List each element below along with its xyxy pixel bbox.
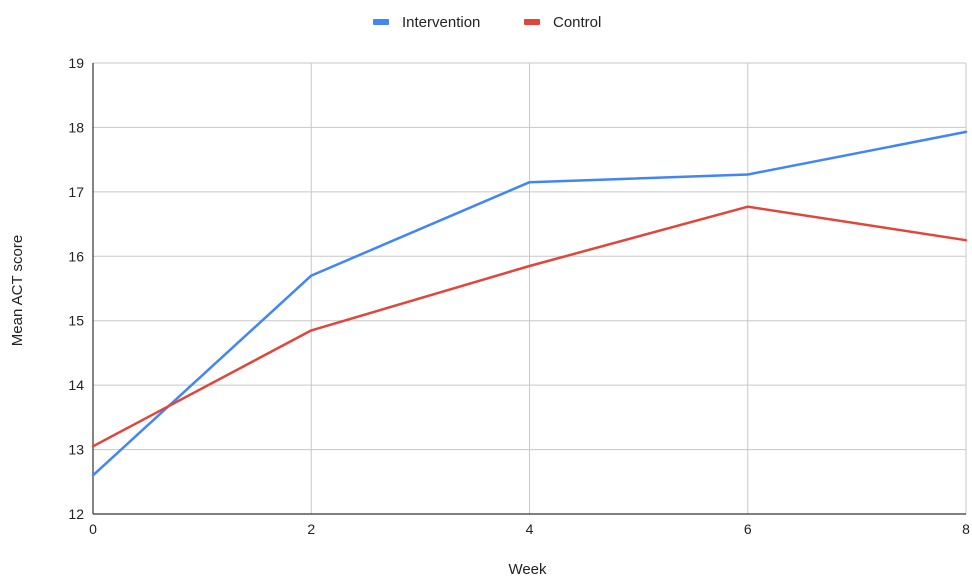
y-tick-label: 13: [68, 442, 84, 458]
y-tick-label: 15: [68, 313, 84, 329]
series-line-control: [91, 205, 968, 448]
y-tick-label: 19: [68, 55, 84, 71]
x-tick-label: 4: [526, 521, 534, 537]
y-axis-title: Mean ACT score: [9, 235, 26, 346]
x-tick-label: 8: [962, 521, 970, 537]
y-tick-label: 18: [68, 119, 84, 135]
y-tick-label: 12: [68, 506, 84, 522]
x-axis-title: Week: [508, 561, 547, 578]
x-gridlines: [310, 63, 967, 514]
series-lines: [91, 130, 968, 477]
x-tick-label: 0: [89, 521, 97, 537]
legend-label: Intervention: [402, 14, 480, 31]
y-tick-label: 17: [68, 184, 84, 200]
legend-swatch: [373, 19, 389, 25]
x-tick-labels: 0 2 4 6 8: [89, 521, 970, 537]
legend: Intervention Control: [373, 14, 601, 31]
axes: [92, 63, 966, 515]
y-tick-label: 16: [68, 248, 84, 264]
y-tick-label: 14: [68, 377, 84, 393]
x-tick-label: 2: [307, 521, 315, 537]
x-tick-label: 6: [744, 521, 752, 537]
legend-label: Control: [553, 14, 601, 31]
y-tick-labels: 12 13 14 15 16 17 18 19: [68, 55, 84, 522]
legend-swatch: [524, 19, 540, 25]
series-line-intervention: [91, 130, 968, 477]
